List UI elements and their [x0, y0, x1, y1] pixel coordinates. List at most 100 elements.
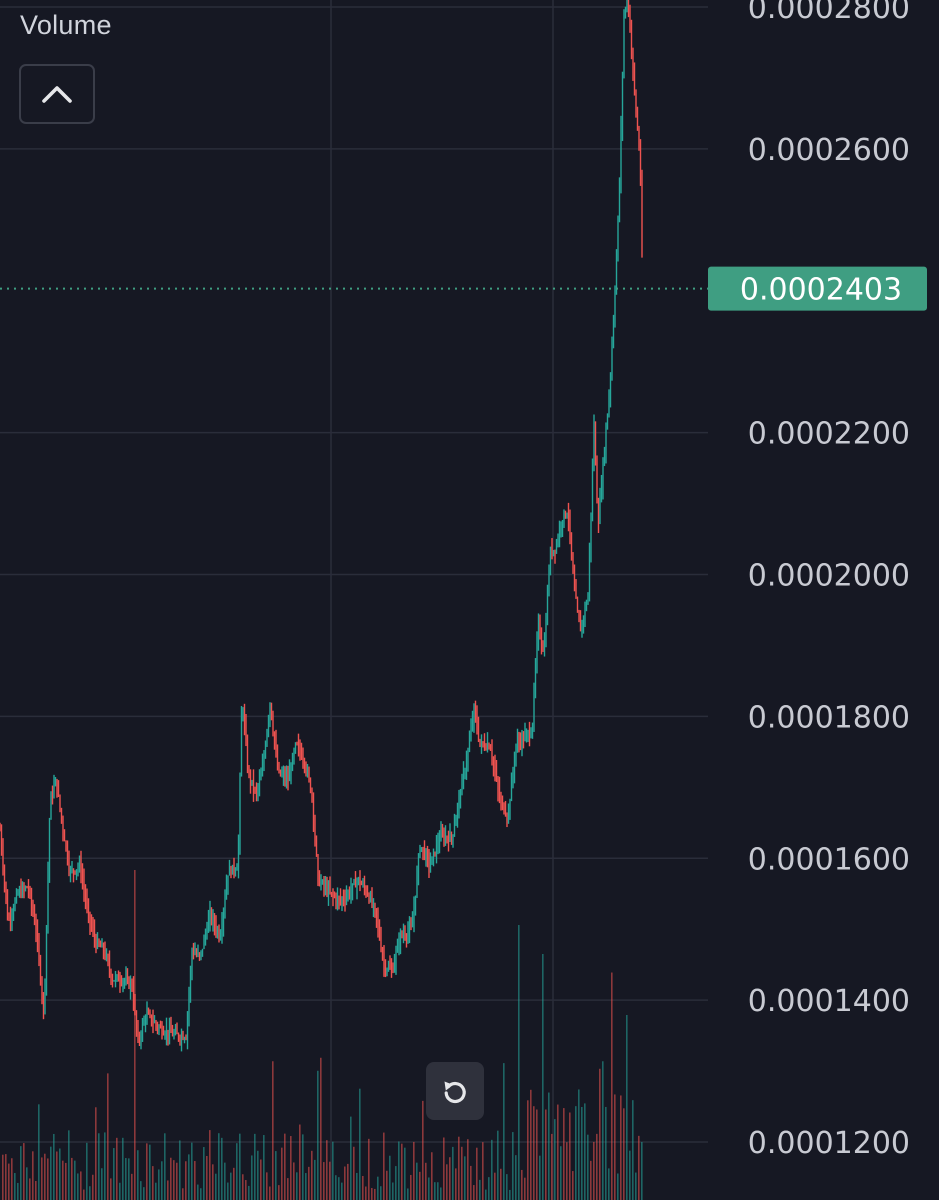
volume-bar — [332, 1141, 334, 1200]
volume-bar — [611, 972, 613, 1200]
volume-bar — [620, 1095, 622, 1200]
volume-bar — [581, 1106, 583, 1200]
volume-bar — [638, 1135, 640, 1200]
volume-bar — [65, 1162, 67, 1200]
volume-bar — [587, 1134, 589, 1200]
volume-bar — [440, 1187, 442, 1200]
volume-bar — [311, 1150, 313, 1200]
volume-bar — [428, 1177, 430, 1200]
volume-bar — [500, 1168, 502, 1200]
volume-bar — [431, 1152, 433, 1200]
volume-bar — [287, 1178, 289, 1200]
volume-bar — [359, 1088, 361, 1200]
volume-bar — [182, 1188, 184, 1200]
volume-bar — [266, 1172, 268, 1200]
volume-bar — [38, 1104, 40, 1200]
price-tick-label: 0.0001400 — [748, 984, 910, 1019]
volume-bar — [149, 1144, 151, 1200]
volume-bar — [533, 1106, 535, 1200]
volume-bar — [515, 1155, 517, 1200]
volume-bar — [131, 1173, 133, 1200]
volume-bar — [530, 1089, 532, 1200]
volume-bar — [278, 1185, 280, 1200]
volume-bar — [563, 1108, 565, 1200]
volume-bar — [20, 1146, 22, 1200]
volume-bar — [572, 1171, 574, 1200]
volume-bar — [470, 1165, 472, 1200]
volume-bar — [404, 1147, 406, 1200]
volume-bar — [299, 1124, 301, 1200]
volume-bar — [23, 1143, 25, 1200]
volume-bar — [119, 1182, 121, 1200]
volume-bar — [161, 1161, 163, 1200]
volume-bar — [269, 1186, 271, 1200]
volume-bar — [242, 1174, 244, 1200]
volume-bar — [335, 1175, 337, 1200]
volume-bar — [296, 1172, 298, 1200]
volume-bar — [569, 1112, 571, 1200]
volume-bar — [320, 1057, 322, 1200]
volume-bar — [59, 1148, 61, 1200]
volume-bar — [260, 1159, 262, 1200]
volume-bar — [146, 1143, 148, 1200]
volume-bar — [491, 1139, 493, 1200]
volume-bar — [338, 1177, 340, 1200]
volume-bar — [356, 1172, 358, 1200]
volume-bar — [17, 1182, 19, 1200]
volume-bar — [209, 1130, 211, 1200]
volume-bar — [632, 1100, 634, 1200]
volume-bar — [362, 1175, 364, 1200]
volume-bar — [539, 1155, 541, 1200]
volume-bar — [557, 1104, 559, 1200]
volume-bar — [614, 1094, 616, 1200]
volume-bar — [395, 1166, 397, 1200]
volume-bar — [170, 1157, 172, 1200]
volume-bar — [485, 1189, 487, 1200]
volume-bar — [107, 1073, 109, 1200]
volume-bar — [446, 1164, 448, 1200]
volume-bar — [524, 1177, 526, 1200]
volume-bar — [164, 1133, 166, 1200]
volume-bar — [635, 1172, 637, 1200]
volume-bar — [326, 1140, 328, 1200]
volume-bar — [245, 1180, 247, 1200]
volume-bar — [596, 1133, 598, 1200]
volume-bar — [41, 1157, 43, 1200]
volume-bar — [488, 1177, 490, 1200]
volume-bar — [476, 1147, 478, 1200]
volume-bar — [47, 1158, 49, 1200]
volume-bar — [101, 1168, 103, 1200]
volume-bar — [137, 1150, 139, 1200]
volume-bar — [425, 1162, 427, 1200]
volume-bar — [605, 1106, 607, 1200]
volume-bar — [272, 1061, 274, 1200]
volume-bar — [68, 1130, 70, 1200]
volume-bar — [122, 1137, 124, 1200]
volume-bar — [128, 1158, 130, 1200]
volume-bar — [464, 1156, 466, 1200]
volume-bar — [305, 1173, 307, 1200]
volume-bar — [35, 1181, 37, 1200]
volume-bar — [230, 1172, 232, 1200]
volume-bar — [8, 1163, 10, 1200]
volume-bar — [602, 1061, 604, 1200]
volume-bar — [194, 1161, 196, 1200]
candlestick-series — [0, 0, 643, 1052]
reset-chart-button[interactable] — [426, 1062, 484, 1120]
volume-bar — [62, 1160, 64, 1200]
volume-bars — [2, 870, 643, 1200]
volume-bar — [140, 1181, 142, 1200]
volume-bar — [116, 1137, 118, 1200]
volume-bar — [437, 1182, 439, 1200]
volume-bar — [317, 1070, 319, 1200]
volume-bar — [386, 1170, 388, 1200]
volume-bar — [452, 1146, 454, 1200]
volume-bar — [575, 1106, 577, 1200]
price-axis[interactable]: 0.0002800 0.0002600 0.0002200 0.0002000 0.00… — [748, 0, 910, 1161]
volume-bar — [407, 1188, 409, 1200]
volume-bar — [497, 1130, 499, 1200]
volume-bar — [608, 1168, 610, 1200]
collapse-legend-button[interactable] — [19, 64, 95, 124]
volume-bar — [467, 1139, 469, 1200]
